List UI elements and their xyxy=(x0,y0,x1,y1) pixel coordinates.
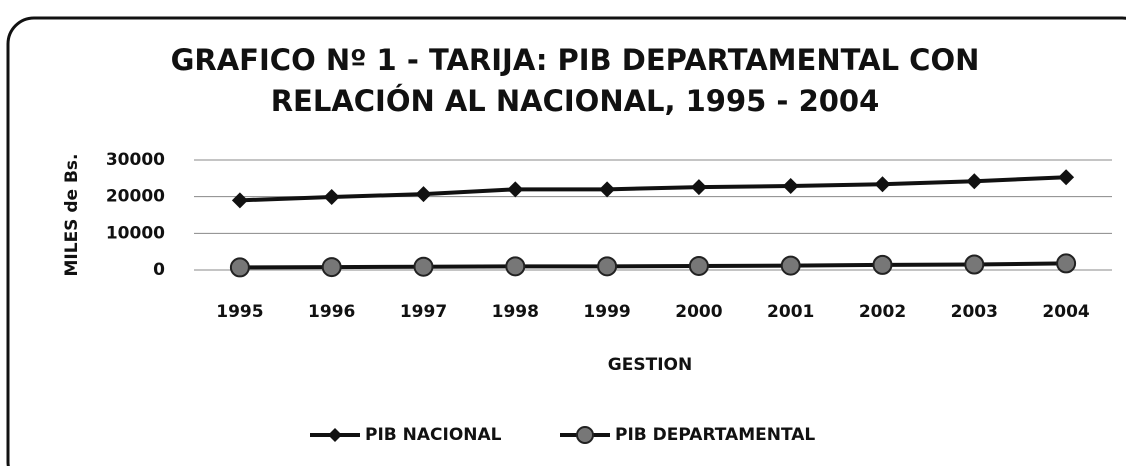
x-tick-label: 1998 xyxy=(492,302,539,322)
point xyxy=(688,255,709,276)
chart-border xyxy=(6,16,1126,466)
point xyxy=(507,181,524,198)
point xyxy=(1058,169,1075,186)
point xyxy=(966,173,983,190)
y-tick-label: 30000 xyxy=(106,150,165,170)
point xyxy=(782,178,799,195)
chart-title: RELACIÓN AL NACIONAL, 1995 - 2004 xyxy=(271,84,880,118)
point xyxy=(415,186,432,203)
x-axis-label: GESTION xyxy=(608,355,692,375)
point xyxy=(597,256,618,277)
x-tick-label: 2003 xyxy=(951,302,998,322)
x-tick-label: 2001 xyxy=(767,302,814,322)
chart-title: GRAFICO Nº 1 - TARIJA: PIB DEPARTAMENTAL… xyxy=(171,43,980,77)
point xyxy=(690,179,707,196)
x-tick-label: 2004 xyxy=(1042,302,1089,322)
point xyxy=(874,176,891,193)
point xyxy=(229,257,250,278)
series-line xyxy=(239,175,1067,203)
y-tick-label: 10000 xyxy=(106,223,165,243)
point xyxy=(872,254,893,275)
point xyxy=(323,189,340,206)
point xyxy=(599,181,616,198)
y-axis-label: MILES de Bs. xyxy=(62,153,82,276)
x-tick-label: 1997 xyxy=(400,302,447,322)
series-line xyxy=(239,261,1067,270)
point xyxy=(231,192,248,209)
point xyxy=(413,256,434,277)
x-tick-label: 1996 xyxy=(308,302,355,322)
x-tick-label: 2002 xyxy=(859,302,906,322)
legend-label: PIB DEPARTAMENTAL xyxy=(615,425,815,445)
legend-marker xyxy=(328,428,342,442)
x-tick-label: 1995 xyxy=(216,302,263,322)
point xyxy=(964,254,985,275)
point xyxy=(321,257,342,278)
legend-label: PIB NACIONAL xyxy=(365,425,502,445)
point xyxy=(1056,253,1077,274)
point xyxy=(780,255,801,276)
y-tick-label: 0 xyxy=(153,260,165,280)
legend-marker xyxy=(576,426,594,444)
y-tick-label: 20000 xyxy=(106,187,165,207)
x-tick-label: 2000 xyxy=(675,302,722,322)
point xyxy=(505,256,526,277)
x-tick-label: 1999 xyxy=(583,302,630,322)
